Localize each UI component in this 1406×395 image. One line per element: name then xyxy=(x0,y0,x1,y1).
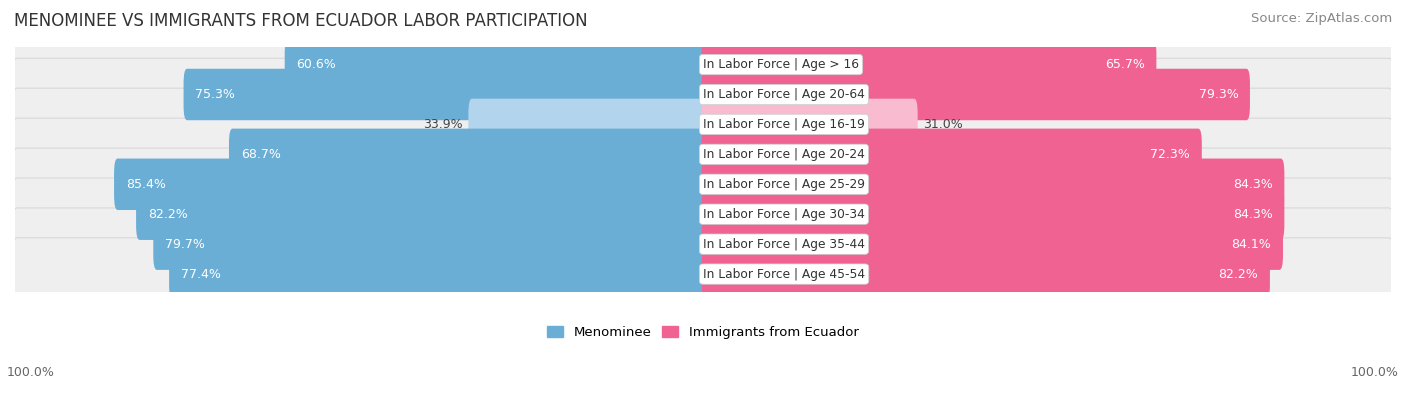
Text: In Labor Force | Age 16-19: In Labor Force | Age 16-19 xyxy=(703,118,865,131)
FancyBboxPatch shape xyxy=(702,39,1156,90)
Text: In Labor Force | Age 20-64: In Labor Force | Age 20-64 xyxy=(703,88,865,101)
FancyBboxPatch shape xyxy=(11,208,1395,280)
Text: Source: ZipAtlas.com: Source: ZipAtlas.com xyxy=(1251,12,1392,25)
Text: 82.2%: 82.2% xyxy=(1219,267,1258,280)
Text: 85.4%: 85.4% xyxy=(125,178,166,191)
FancyBboxPatch shape xyxy=(702,248,1270,300)
Text: 65.7%: 65.7% xyxy=(1105,58,1144,71)
Text: 84.3%: 84.3% xyxy=(1233,178,1272,191)
Text: 75.3%: 75.3% xyxy=(195,88,235,101)
Text: In Labor Force | Age 30-34: In Labor Force | Age 30-34 xyxy=(703,208,865,221)
FancyBboxPatch shape xyxy=(702,188,1284,240)
FancyBboxPatch shape xyxy=(702,129,1202,180)
FancyBboxPatch shape xyxy=(114,158,706,210)
FancyBboxPatch shape xyxy=(11,88,1395,161)
FancyBboxPatch shape xyxy=(284,39,706,90)
FancyBboxPatch shape xyxy=(136,188,706,240)
Text: MENOMINEE VS IMMIGRANTS FROM ECUADOR LABOR PARTICIPATION: MENOMINEE VS IMMIGRANTS FROM ECUADOR LAB… xyxy=(14,12,588,30)
FancyBboxPatch shape xyxy=(184,69,706,120)
Text: In Labor Force | Age 20-24: In Labor Force | Age 20-24 xyxy=(703,148,865,161)
FancyBboxPatch shape xyxy=(169,248,706,300)
FancyBboxPatch shape xyxy=(702,99,918,150)
FancyBboxPatch shape xyxy=(11,118,1395,190)
Text: 68.7%: 68.7% xyxy=(240,148,281,161)
FancyBboxPatch shape xyxy=(11,178,1395,250)
Text: 84.3%: 84.3% xyxy=(1233,208,1272,221)
Legend: Menominee, Immigrants from Ecuador: Menominee, Immigrants from Ecuador xyxy=(547,326,859,339)
Text: 79.3%: 79.3% xyxy=(1198,88,1239,101)
Text: In Labor Force | Age > 16: In Labor Force | Age > 16 xyxy=(703,58,859,71)
FancyBboxPatch shape xyxy=(153,218,706,270)
Text: 100.0%: 100.0% xyxy=(1351,366,1399,379)
FancyBboxPatch shape xyxy=(702,158,1284,210)
Text: 79.7%: 79.7% xyxy=(165,238,205,251)
Text: In Labor Force | Age 25-29: In Labor Force | Age 25-29 xyxy=(703,178,865,191)
FancyBboxPatch shape xyxy=(702,69,1250,120)
Text: 82.2%: 82.2% xyxy=(148,208,187,221)
FancyBboxPatch shape xyxy=(11,58,1395,131)
Text: 31.0%: 31.0% xyxy=(924,118,963,131)
FancyBboxPatch shape xyxy=(11,28,1395,101)
Text: 60.6%: 60.6% xyxy=(297,58,336,71)
Text: 72.3%: 72.3% xyxy=(1150,148,1189,161)
FancyBboxPatch shape xyxy=(468,99,706,150)
Text: 100.0%: 100.0% xyxy=(7,366,55,379)
Text: 77.4%: 77.4% xyxy=(181,267,221,280)
FancyBboxPatch shape xyxy=(11,148,1395,220)
Text: 84.1%: 84.1% xyxy=(1232,238,1271,251)
Text: In Labor Force | Age 35-44: In Labor Force | Age 35-44 xyxy=(703,238,865,251)
FancyBboxPatch shape xyxy=(11,238,1395,310)
FancyBboxPatch shape xyxy=(702,218,1284,270)
FancyBboxPatch shape xyxy=(229,129,706,180)
Text: In Labor Force | Age 45-54: In Labor Force | Age 45-54 xyxy=(703,267,865,280)
Text: 33.9%: 33.9% xyxy=(423,118,463,131)
